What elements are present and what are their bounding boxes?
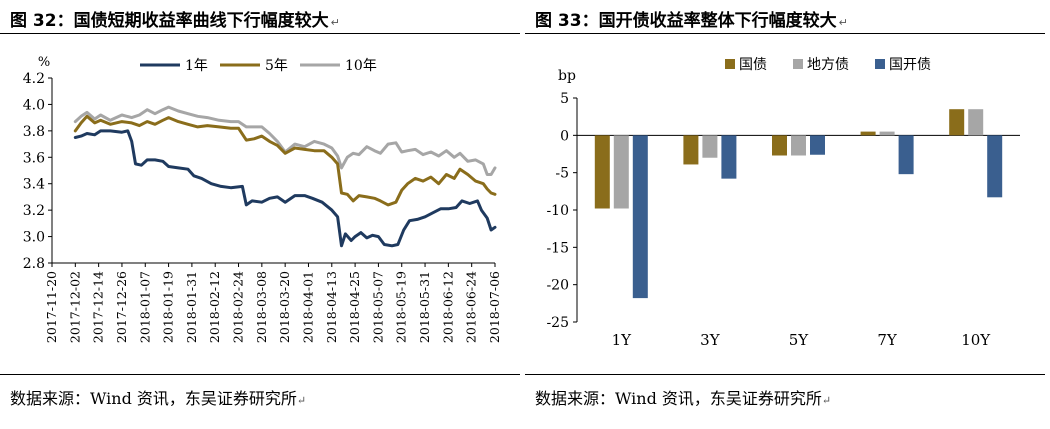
bar-地方债-3Y [702, 135, 718, 158]
x-tick-label: 2017-12-26 [114, 271, 129, 343]
y-tick-label: 3.8 [23, 124, 45, 140]
x-category-label: 1Y [612, 331, 633, 349]
x-tick-label: 2018-06-24 [464, 271, 479, 343]
left-source-mark: ↵ [296, 394, 307, 407]
y-tick-label: 3.6 [23, 150, 45, 166]
legend-label: 5年 [265, 58, 288, 74]
right-bottom-rule [525, 374, 1045, 375]
left-title: 图 32：国债短期收益率曲线下行幅度较大 ↵ [10, 11, 340, 31]
x-tick-label: 2017-12-14 [91, 271, 106, 343]
right-source-mark: ↵ [821, 394, 832, 407]
right-title: 图 33：国开债收益率整体下行幅度较大 ↵ [535, 11, 848, 31]
y-tick-label: -15 [546, 240, 569, 256]
y-tick-label: 3.2 [23, 203, 45, 219]
y-tick-label: 4.2 [23, 71, 45, 87]
x-category-label: 5Y [789, 331, 810, 349]
legend-swatch [875, 59, 885, 69]
series-line-1年 [73, 129, 497, 248]
legend-label: 1年 [185, 58, 208, 74]
bar-国债-5Y [772, 135, 787, 156]
legend-label: 国债 [739, 57, 767, 73]
left-title-mark: ↵ [330, 16, 340, 29]
bar-国债-10Y [949, 109, 965, 136]
legend-label: 地方债 [807, 57, 849, 73]
x-tick-label: 2017-12-02 [67, 271, 82, 343]
bar-国开债-7Y [898, 135, 914, 175]
x-tick-label: 2018-05-07 [370, 271, 385, 343]
left-top-rule [0, 33, 520, 34]
legend-label: 10年 [345, 58, 377, 74]
right-bar-chart: 5 0 -5 -10 -15 -20 -25 bp 1Y 3Y 5Y 7Y 10Y 国债 地方债 国开债 [546, 57, 1020, 349]
bar-国债-7Y [860, 131, 876, 136]
bar-国开债-10Y [987, 135, 1003, 198]
x-tick-label: 2018-01-19 [161, 271, 176, 343]
right-panel: 图 33：国开债收益率整体下行幅度较大 ↵ 5 0 -5 -10 -15 -20 -25 bp 1… [525, 0, 1050, 429]
bar-地方债-7Y [879, 131, 895, 136]
y-tick-label: -5 [555, 166, 569, 182]
left-bottom-rule [0, 374, 520, 375]
x-tick-label: 2018-03-20 [277, 271, 292, 343]
right-source: 数据来源：Wind 资讯，东吴证券研究所↵ [535, 389, 832, 408]
series-line-5年 [73, 114, 497, 207]
bar-地方债-1Y [613, 135, 629, 209]
x-tick-label: 2018-04-25 [347, 271, 362, 343]
x-tick-label: 2018-05-19 [394, 271, 409, 343]
y-axis-unit: % [38, 55, 50, 70]
x-category-label: 3Y [700, 331, 721, 349]
x-tick-label: 2018-01-31 [184, 271, 199, 343]
y-tick-label: -20 [546, 278, 569, 294]
y-tick-label: -10 [546, 203, 569, 219]
bar-国开债-5Y [810, 135, 825, 155]
left-source: 数据来源：Wind 资讯，东吴证券研究所↵ [10, 389, 307, 408]
x-category-label: 7Y [877, 331, 898, 349]
legend-swatch [725, 59, 735, 69]
bar-国开债-3Y [721, 135, 737, 179]
x-tick-label: 2017-11-20 [44, 271, 59, 343]
y-tick-label: 3.0 [23, 230, 45, 246]
y-tick-label: 4.0 [23, 97, 45, 113]
bar-国债-3Y [683, 135, 699, 165]
y-tick-label: 2.8 [23, 256, 45, 272]
x-tick-label: 2018-05-31 [417, 271, 432, 343]
y-axis-unit: bp [558, 68, 576, 84]
right-title-mark: ↵ [838, 16, 848, 29]
y-tick-label: 3.4 [23, 177, 45, 193]
left-panel: 图 32：国债短期收益率曲线下行幅度较大 ↵ 2.8 3.0 3.2 3.4 3.6 3.8… [0, 11, 520, 408]
series-line-10年 [73, 105, 497, 176]
x-tick-label: 2018-06-12 [440, 271, 455, 343]
x-tick-label: 2018-01-07 [137, 271, 152, 343]
y-tick-label: -25 [546, 315, 569, 331]
left-line-chart: 2.8 3.0 3.2 3.4 3.6 3.8 4.0 4.2% 2017-11-20 2017-… [23, 55, 502, 343]
legend-label: 国开债 [889, 57, 931, 73]
bar-地方债-5Y [791, 135, 806, 156]
bar-国债-1Y [594, 135, 610, 209]
right-top-rule [525, 33, 1045, 34]
x-tick-label: 2018-02-12 [207, 271, 222, 343]
y-tick-label: 5 [560, 91, 569, 107]
bar-国开债-1Y [632, 135, 648, 299]
x-tick-label: 2018-02-24 [231, 271, 246, 343]
bar-地方债-10Y [968, 109, 984, 136]
y-tick-label: 0 [560, 128, 569, 144]
x-tick-label: 2018-07-06 [487, 271, 502, 343]
x-tick-label: 2018-04-13 [324, 271, 339, 343]
legend-swatch [793, 59, 803, 69]
x-tick-label: 2018-04-01 [300, 271, 315, 343]
x-category-label: 10Y [961, 331, 991, 349]
x-tick-label: 2018-03-08 [254, 271, 269, 343]
